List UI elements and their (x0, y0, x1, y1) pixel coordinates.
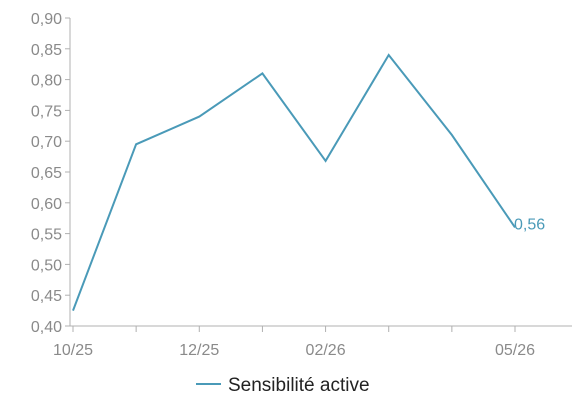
data-point[interactable] (261, 72, 263, 74)
legend-label[interactable]: Sensibilité active (228, 375, 370, 396)
y-tick-label: 0,50 (31, 257, 62, 274)
x-axis: 10/25 12/25 02/26 05/26 (53, 325, 572, 359)
data-point[interactable] (72, 310, 74, 312)
x-tick-label: 02/26 (306, 342, 346, 359)
data-label: 0,56 (514, 216, 545, 233)
y-tick-label: 0,60 (31, 196, 62, 213)
data-point[interactable] (198, 116, 200, 118)
y-tick-label: 0,40 (31, 319, 62, 336)
data-point[interactable] (135, 143, 137, 145)
series-layer (72, 53, 516, 312)
y-tick-label: 0,65 (31, 165, 62, 182)
y-axis: 0,90 0,85 0,80 0,75 0,70 0,65 0,60 0,55 0,50 0,45… (31, 11, 71, 336)
y-tick-label: 0,70 (31, 134, 62, 151)
x-tick-label: 10/25 (53, 342, 93, 359)
x-tick-label: 12/25 (179, 342, 219, 359)
x-tick-label: 05/26 (495, 342, 535, 359)
legend[interactable]: Sensibilité active (196, 375, 370, 396)
data-point[interactable] (451, 134, 453, 136)
y-tick-label: 0,80 (31, 73, 62, 90)
y-tick-label: 0,75 (31, 103, 62, 120)
y-tick-label: 0,85 (31, 42, 62, 59)
y-tick-label: 0,55 (31, 227, 62, 244)
y-tick-label: 0,45 (31, 288, 62, 305)
annotation-layer: 0,56 (514, 216, 545, 233)
y-tick-label: 0,90 (31, 11, 62, 28)
data-point[interactable] (388, 54, 390, 56)
data-point[interactable] (325, 160, 327, 162)
series-line[interactable] (72, 53, 516, 311)
